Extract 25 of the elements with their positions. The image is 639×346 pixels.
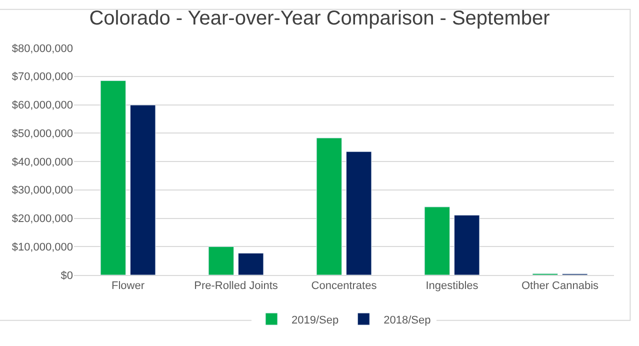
y-tick-label: $0 [60,270,73,282]
x-tick-label: Pre-Rolled Joints [194,280,278,292]
bar [100,80,126,275]
x-tick-label: Ingestibles [426,280,479,292]
bar [316,138,342,275]
bar [238,252,264,275]
legend-label: 2018/Sep [384,314,431,326]
y-tick-label: $20,000,000 [12,213,73,226]
y-tick-label: $10,000,000 [12,241,73,254]
bar [424,206,450,275]
y-tick-label: $70,000,000 [12,71,73,84]
bar [454,214,480,275]
bar [346,151,372,275]
y-tick-label: $30,000,000 [12,184,73,197]
bar [208,246,234,275]
legend-label: 2019/Sep [292,314,339,326]
y-tick-label: $60,000,000 [12,100,73,112]
bar [130,104,156,275]
x-tick-label: Other Cannabis [521,280,600,292]
y-tick-label: $50,000,000 [12,128,73,140]
x-tick-label: Flower [111,280,145,292]
chart-title: Colorado - Year-over-Year Comparison - September [89,7,550,30]
y-tick-label: $40,000,000 [12,156,73,168]
x-tick-label: Concentrates [311,280,378,292]
y-tick-label: $80,000,000 [12,42,73,55]
